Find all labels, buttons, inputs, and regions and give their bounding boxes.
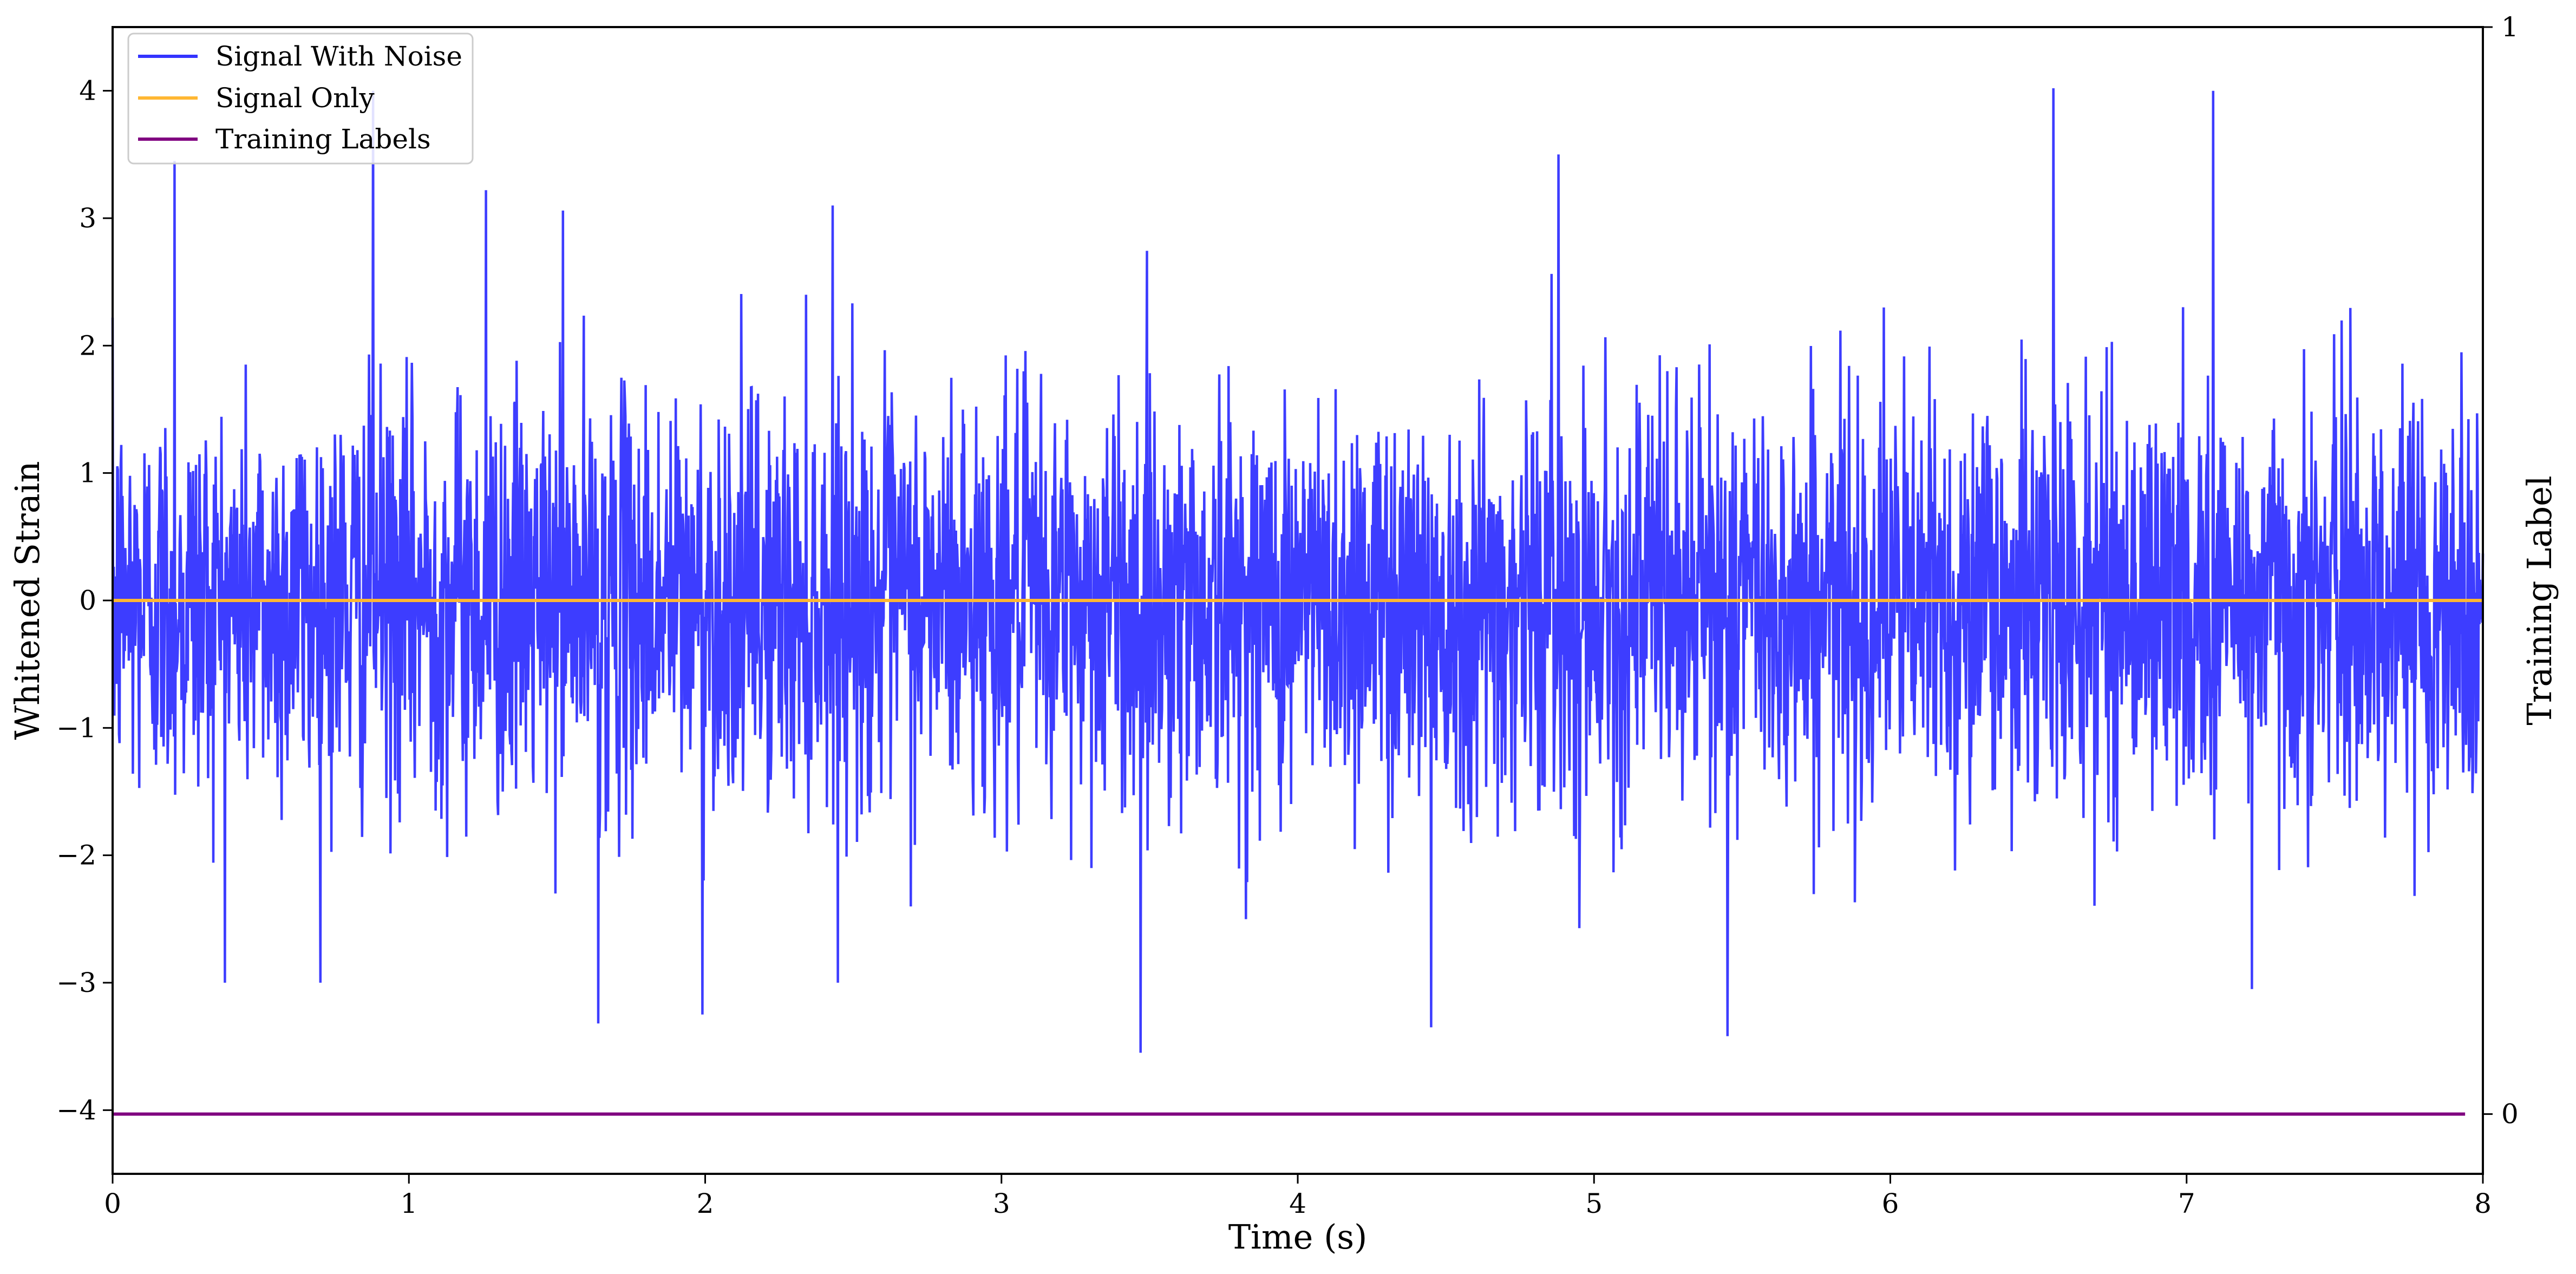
x-tick-label: 5: [1585, 1188, 1603, 1219]
y-tick-label: 1: [79, 458, 96, 489]
legend-label-signal-with-noise: Signal With Noise: [215, 41, 462, 72]
legend-label-signal-only: Signal Only: [215, 82, 375, 114]
y-tick-label: 4: [79, 75, 96, 107]
y-tick-label: 0: [79, 585, 96, 616]
y2-tick-label: 1: [2501, 11, 2519, 43]
x-axis-ticks: 0 1 2 3 4 5 6 7 8: [104, 1174, 2492, 1219]
y-tick-label: 2: [79, 330, 96, 361]
legend-box: [127, 32, 474, 165]
x-tick-label: 2: [697, 1188, 714, 1219]
x-tick-label: 3: [993, 1188, 1010, 1219]
y-tick-label: −4: [56, 1094, 96, 1126]
y-tick-label: −3: [56, 967, 96, 998]
x-axis-title: Time (s): [1228, 1217, 1368, 1257]
y2-tick-label: 0: [2501, 1099, 2519, 1130]
legend: Signal With Noise Signal Only Training L…: [127, 32, 474, 165]
x-tick-label: 1: [400, 1188, 417, 1219]
signal-with-noise-series: [111, 88, 2485, 1053]
x-tick-label: 4: [1289, 1188, 1306, 1219]
y2-axis-title: Training Label: [2520, 475, 2559, 725]
x-tick-label: 0: [104, 1188, 121, 1219]
y2-axis-ticks: 10: [2483, 11, 2519, 1130]
y-axis-title: Whitened Strain: [8, 461, 47, 740]
y-tick-label: −1: [56, 712, 96, 743]
y-axis-ticks: 4 3 2 1 0 −1 −2 −3 −4: [56, 75, 113, 1126]
y-tick-label: 3: [79, 202, 96, 234]
y-tick-label: −2: [56, 840, 96, 871]
legend-label-training-labels: Training Labels: [215, 123, 431, 155]
x-tick-label: 7: [2178, 1188, 2195, 1219]
signal-with-noise-line: [111, 88, 2485, 1053]
x-tick-label: 8: [2474, 1188, 2492, 1219]
x-tick-label: 6: [1882, 1188, 1899, 1219]
